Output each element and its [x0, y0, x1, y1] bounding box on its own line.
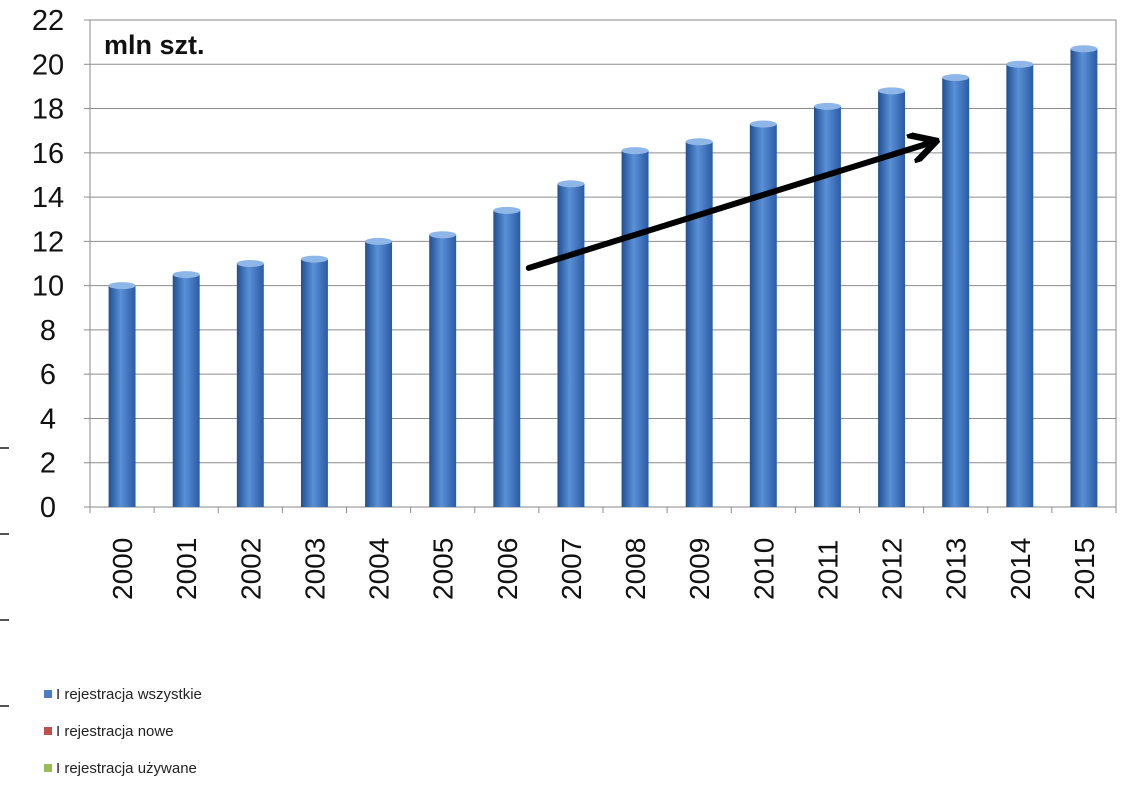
bar	[108, 285, 136, 507]
legend-label: I rejestracja nowe	[56, 722, 174, 740]
x-tick-label: 2006	[492, 538, 523, 600]
bar-cap	[878, 87, 906, 95]
bar-cap	[557, 180, 585, 188]
x-tick-label: 2004	[364, 538, 395, 600]
bar-cap	[1070, 45, 1098, 53]
bar	[300, 259, 328, 507]
bar-cap	[685, 138, 713, 146]
bars	[108, 45, 1098, 508]
bar-cap	[172, 271, 200, 279]
x-tick-label: 2009	[684, 538, 715, 600]
x-tick-label: 2012	[877, 538, 908, 600]
edge-tick	[0, 533, 9, 535]
bar	[813, 106, 841, 507]
x-tick-label: 2011	[812, 540, 843, 600]
y-tick-label: 2	[40, 448, 56, 480]
chart-title: mln szt.	[104, 30, 205, 60]
x-tick-label: 2002	[235, 538, 266, 600]
legend-item: I rejestracja wszystkie	[44, 685, 202, 703]
legend-swatch	[44, 690, 52, 698]
x-tick-label: 2010	[748, 538, 779, 600]
y-tick-label: 22	[32, 5, 64, 37]
y-tick-label: 8	[40, 315, 56, 347]
x-tick-label: 2000	[107, 538, 138, 600]
y-tick-label: 14	[32, 182, 64, 214]
bar	[172, 274, 200, 507]
bar-cap	[813, 102, 841, 110]
bar	[1006, 64, 1034, 507]
x-tick-label: 2001	[171, 538, 202, 600]
y-tick-label: 4	[40, 403, 56, 435]
y-tick-label: 12	[32, 226, 64, 258]
y-tick-label: 20	[32, 49, 64, 81]
x-tick-label: 2015	[1069, 538, 1100, 600]
bar	[493, 210, 521, 507]
bar-cap	[942, 74, 970, 82]
y-tick-label: 0	[40, 492, 56, 524]
y-axis-ticks: 0 2 4 6 8 10 12 14 16 18 20 22	[32, 5, 90, 524]
edge-tick	[0, 705, 9, 707]
legend-swatch	[44, 764, 52, 772]
y-tick-label: 16	[32, 138, 64, 170]
legend: I rejestracja wszystkie I rejestracja no…	[44, 686, 202, 797]
bar	[1070, 48, 1098, 507]
x-axis-ticks: 2000 2001 2002 2003 2004 2005 2006 2007 2008 2009…	[89, 507, 1117, 600]
bar-cap	[749, 120, 777, 128]
bar	[942, 77, 970, 508]
bar	[749, 124, 777, 508]
bar	[685, 141, 713, 507]
x-tick-label: 2008	[620, 538, 651, 600]
x-tick-label: 2014	[1005, 538, 1036, 600]
bar	[557, 183, 585, 508]
y-tick-label: 6	[40, 359, 56, 391]
bar-cap	[365, 237, 393, 245]
bar-cap	[108, 282, 136, 290]
bar-cap	[429, 231, 457, 239]
bar	[365, 241, 393, 507]
bar-cap	[621, 147, 649, 155]
bar	[429, 234, 457, 508]
x-tick-label: 2007	[556, 538, 587, 600]
legend-swatch	[44, 727, 52, 735]
y-tick-label: 18	[32, 94, 64, 126]
legend-item: I rejestracja nowe	[44, 722, 202, 740]
y-tick-label: 10	[32, 271, 64, 303]
bar-cap	[493, 206, 521, 214]
legend-label: I rejestracja wszystkie	[56, 685, 202, 703]
bar-cap	[236, 260, 264, 267]
x-tick-label: 2005	[428, 538, 459, 600]
edge-tick	[0, 447, 9, 449]
edge-tick	[0, 619, 9, 621]
bar-cap	[300, 255, 328, 263]
x-tick-label: 2013	[941, 538, 972, 600]
x-tick-label: 2003	[299, 538, 330, 600]
bar	[621, 150, 649, 507]
bar	[236, 263, 264, 507]
legend-item: I rejestracja używane	[44, 759, 202, 777]
trend-arrow	[525, 142, 934, 271]
legend-label: I rejestracja używane	[56, 759, 197, 777]
bar-cap	[1006, 60, 1034, 68]
